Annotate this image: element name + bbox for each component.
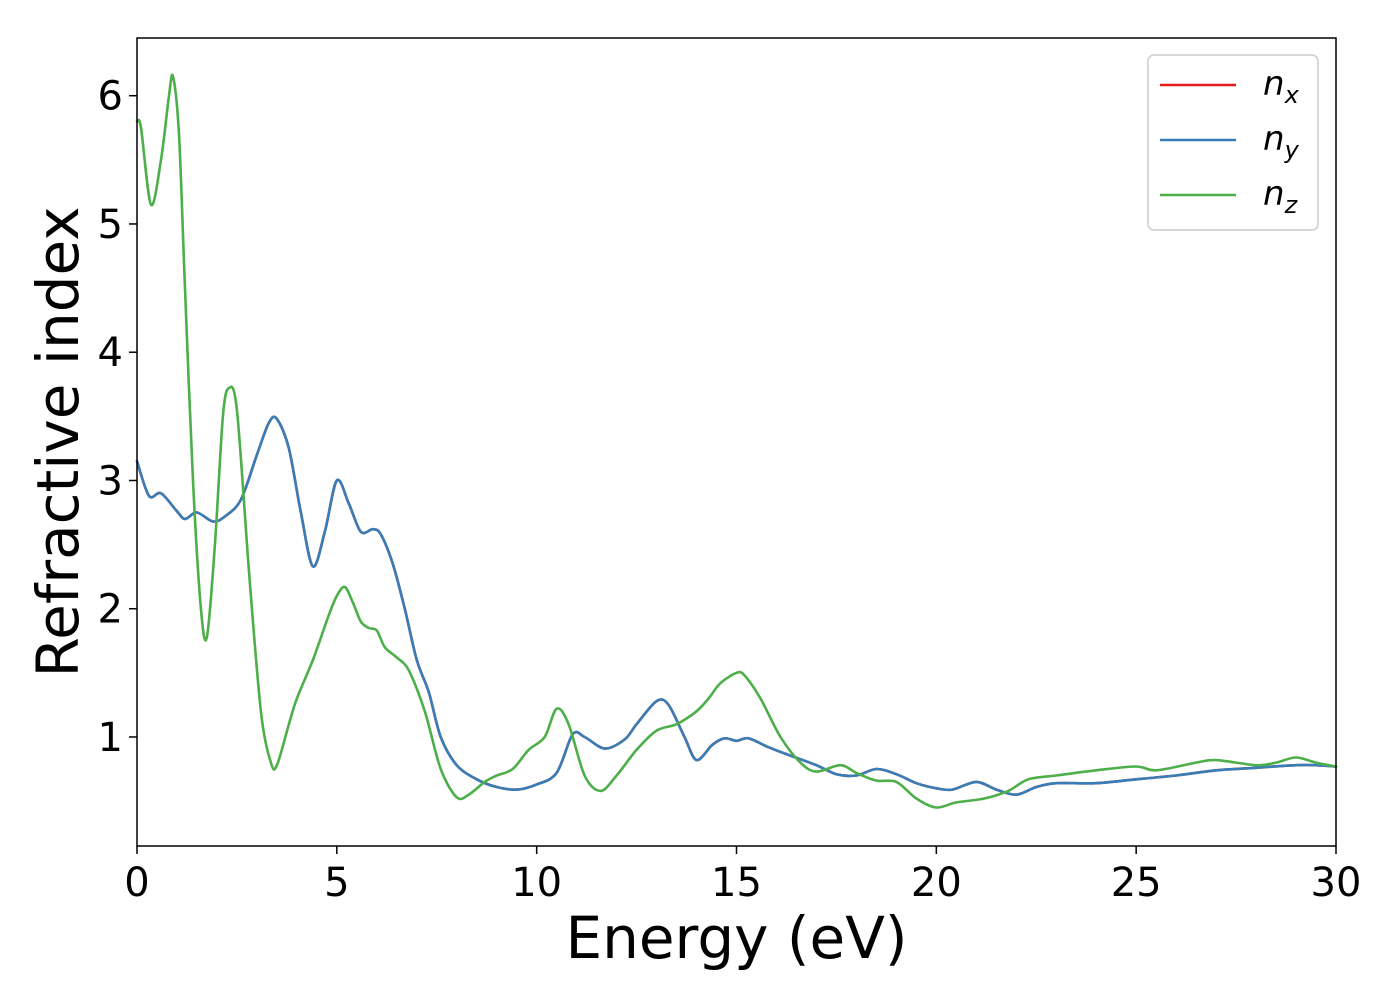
x-tick-label: 30: [1311, 860, 1362, 906]
y-tick-label: 1: [98, 715, 123, 761]
x-axis-label: Energy (eV): [565, 904, 907, 972]
y-axis-ticks: 1 2 3 4 5 6: [98, 74, 137, 761]
x-tick-label: 20: [911, 860, 962, 906]
legend-label-x: nx: [1263, 64, 1300, 109]
y-tick-label: 4: [98, 330, 123, 376]
legend-items: nx ny nz: [1160, 64, 1300, 219]
x-tick-label: 15: [711, 860, 762, 906]
y-tick-label: 5: [98, 202, 123, 248]
series-line-y: [135, 415, 1338, 797]
legend: nx ny nz: [1147, 54, 1319, 231]
x-tick-label: 5: [324, 860, 349, 906]
x-tick-label: 10: [511, 860, 562, 906]
series-layer: [135, 73, 1338, 809]
y-tick-label: 6: [98, 74, 123, 120]
series-line-z: [135, 73, 1338, 809]
series-line-x: [135, 415, 1338, 797]
y-axis-label: Refractive index: [24, 206, 92, 677]
x-axis-ticks: 0 5 10 15 20 25 30: [124, 846, 1361, 906]
x-tick-label: 25: [1111, 860, 1162, 906]
x-tick-label: 0: [124, 860, 149, 906]
y-tick-label: 3: [98, 458, 123, 504]
legend-box: [1147, 54, 1319, 231]
legend-label-z: nz: [1263, 174, 1299, 219]
y-tick-label: 2: [98, 587, 123, 633]
legend-label-y: ny: [1263, 119, 1300, 164]
